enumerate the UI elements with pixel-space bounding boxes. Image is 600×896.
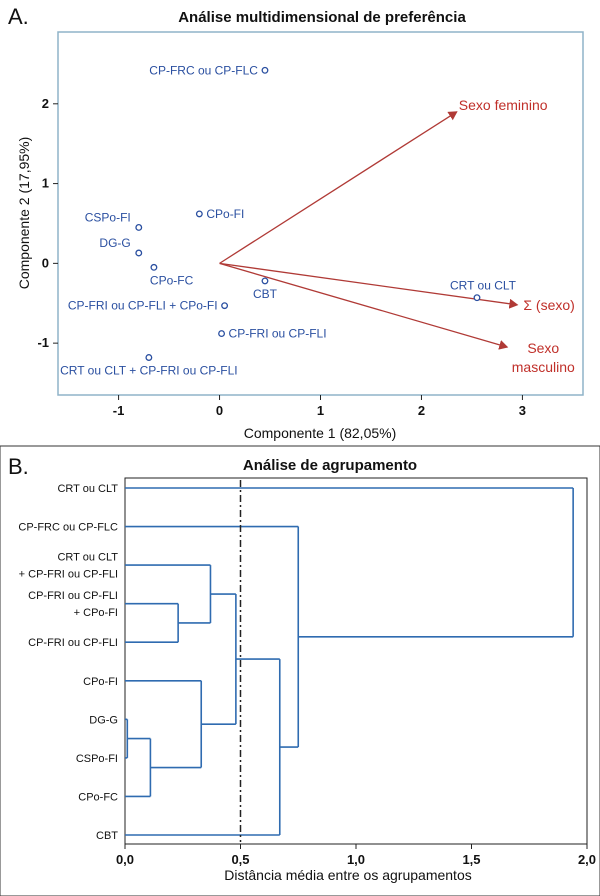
leaf-label-l3-cp-fri-ou-cp-fli: CP-FRI ou CP-FLI bbox=[28, 590, 118, 602]
scatter-point-cspo-fi bbox=[135, 224, 143, 231]
point-label-cpo-fc: CPo-FC bbox=[150, 273, 194, 287]
point-label-crt-ou-clt-cp-fri-ou-cp-fli: CRT ou CLT + CP-FRI ou CP-FLI bbox=[60, 364, 238, 378]
point-label-dg-g: DG-G bbox=[99, 236, 130, 250]
point-label-cp-frc-ou-cp-flc: CP-FRC ou CP-FLC bbox=[149, 63, 258, 77]
vector-label-sexo-feminino: Sexo feminino bbox=[459, 97, 548, 113]
scatter-point-crt-ou-clt bbox=[473, 294, 481, 302]
vector-arrow-sexo bbox=[219, 262, 519, 309]
x-tick-label: 2 bbox=[418, 403, 425, 418]
dendrogram-tree bbox=[125, 480, 574, 842]
scatter-point-dg-g bbox=[135, 249, 143, 257]
scatter-point-cpo-fi bbox=[195, 210, 203, 218]
panel-b-frame bbox=[0, 445, 600, 896]
x-tick-label: 0,5 bbox=[231, 852, 249, 867]
vector-label-masculino: masculino bbox=[512, 359, 575, 375]
vector-arrow-sexo bbox=[219, 262, 509, 350]
leaf-label-l2-crt-ou-clt: CRT ou CLT bbox=[57, 552, 118, 564]
x-tick-label: -1 bbox=[113, 403, 125, 418]
y-tick-label: 0 bbox=[42, 255, 49, 270]
point-label-cp-fri-ou-cp-fli-cpo-fi: CP-FRI ou CP-FLI + CPo-FI bbox=[68, 299, 218, 313]
leaf-label-l7-cspo-fi: CSPo-FI bbox=[76, 753, 118, 765]
x-tick-label: 1,5 bbox=[462, 852, 480, 867]
scatter-x-ticks: -1 0 1 2 3 bbox=[113, 395, 526, 418]
point-label-cpo-fi: CPo-FI bbox=[206, 207, 244, 221]
point-label-crt-ou-clt: CRT ou CLT bbox=[450, 279, 517, 293]
scatter-y-ticks: 2 1 0 -1 bbox=[37, 96, 58, 350]
y-tick-label: 2 bbox=[42, 96, 49, 111]
dendrogram-plot-frame bbox=[124, 477, 588, 845]
leaf-label-l2-cp-fri-ou-cp-fli: + CP-FRI ou CP-FLI bbox=[19, 569, 118, 581]
point-label-cspo-fi: CSPo-FI bbox=[85, 210, 131, 224]
dendrogram-title: Análise de agrupamento bbox=[243, 457, 417, 474]
scatter-title: Análise multidimensional de preferência bbox=[178, 9, 466, 26]
scatter-x-axis-label: Componente 1 (82,05%) bbox=[244, 425, 397, 441]
scatter-point-cp-fri-ou-cp-fli-cpo-fi bbox=[221, 302, 229, 310]
scatter-points: CP-FRC ou CP-FLC CPo-FI CSPo-FI DG-G CPo-FC C… bbox=[60, 63, 517, 377]
leaf-label-l4-cp-fri-ou-cp-fli: CP-FRI ou CP-FLI bbox=[28, 637, 118, 649]
x-tick-label: 1 bbox=[317, 403, 324, 418]
x-tick-label: 2,0 bbox=[578, 852, 596, 867]
dendrogram-x-ticks: 0,0 0,5 1,0 1,5 2,0 bbox=[116, 844, 596, 867]
scatter-point-cp-frc-ou-cp-flc bbox=[261, 66, 269, 74]
leaf-label-l1-cp-frc-ou-cp-flc: CP-FRC ou CP-FLC bbox=[18, 522, 118, 534]
scatter-point-cpo-fc bbox=[150, 263, 158, 271]
y-tick-label: 1 bbox=[42, 176, 49, 191]
panel-a-label: A. bbox=[8, 4, 29, 29]
scatter-point-cp-fri-ou-cp-fli bbox=[218, 330, 226, 338]
point-label-cp-fri-ou-cp-fli: CP-FRI ou CP-FLI bbox=[229, 327, 327, 341]
panel-b-label: B. bbox=[8, 454, 29, 479]
vector-label-sexo: Σ (sexo) bbox=[523, 297, 574, 313]
leaf-label-l9-cbt: CBT bbox=[96, 830, 118, 842]
leaf-label-l5-cpo-fi: CPo-FI bbox=[83, 676, 118, 688]
leaf-label-l8-cpo-fc: CPo-FC bbox=[78, 791, 118, 803]
vector-arrow-sexo-feminino bbox=[219, 111, 458, 264]
x-tick-label: 0 bbox=[216, 403, 223, 418]
leaf-label-l0-crt-ou-clt: CRT ou CLT bbox=[57, 483, 118, 495]
leaf-label-l6-dg-g: DG-G bbox=[89, 714, 118, 726]
x-tick-label: 0,0 bbox=[116, 852, 134, 867]
leaf-label-l3-cpo-fi: + CPo-FI bbox=[74, 607, 118, 619]
point-label-cbt: CBT bbox=[253, 287, 278, 301]
scatter-point-crt-ou-clt-cp-fri-ou-cp-fli bbox=[145, 354, 153, 361]
scatter-y-axis-label: Componente 2 (17,95%) bbox=[16, 137, 32, 290]
x-tick-label: 3 bbox=[519, 403, 526, 418]
dendrogram-leaf-labels: CRT ou CLT CP-FRC ou CP-FLC CRT ou CLT + CP… bbox=[18, 483, 118, 842]
x-tick-label: 1,0 bbox=[347, 852, 365, 867]
y-tick-label: -1 bbox=[37, 335, 49, 350]
scatter-vectors: Sexo feminino Σ (sexo) Sexo masculino bbox=[219, 97, 575, 375]
dendrogram-x-axis-label: Distância média entre os agrupamentos bbox=[224, 867, 471, 883]
vector-label-sexo: Sexo bbox=[527, 340, 559, 356]
scatter-point-cbt bbox=[261, 277, 269, 285]
